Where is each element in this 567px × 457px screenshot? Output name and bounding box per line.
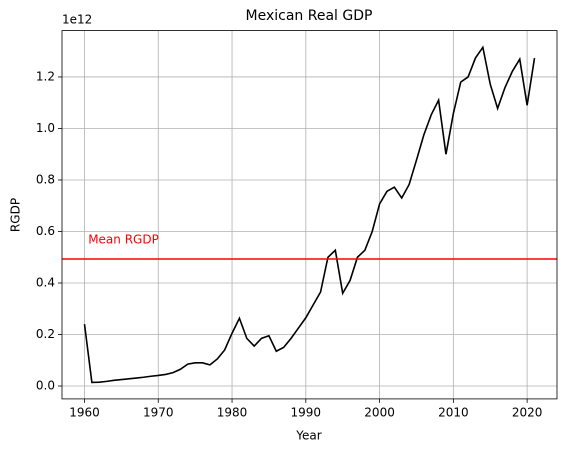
x-tick-label: 2000	[364, 405, 395, 419]
y-tick-label: 0.6	[36, 224, 55, 238]
offset-text: 1e12	[62, 13, 92, 27]
mean-label: Mean RGDP	[88, 233, 159, 247]
x-tick-label: 1970	[143, 405, 174, 419]
y-tick-label: 0.0	[36, 379, 55, 393]
y-tick-label: 1.2	[36, 69, 55, 83]
y-tick-label: 0.8	[36, 172, 55, 186]
y-tick-label: 0.4	[36, 276, 55, 290]
y-tick-label: 0.2	[36, 327, 55, 341]
x-tick-label: 2010	[438, 405, 469, 419]
x-tick-label: 1980	[217, 405, 248, 419]
plot-frame	[61, 30, 558, 400]
x-tick-label: 1960	[69, 405, 100, 419]
chart-title: Mexican Real GDP	[246, 8, 373, 24]
y-axis-label: RGDP	[9, 198, 23, 232]
x-tick-label: 1990	[291, 405, 322, 419]
x-tick-label: 2020	[512, 405, 543, 419]
line-series	[83, 45, 536, 384]
y-tick-label: 1.0	[36, 121, 55, 135]
x-axis-label: Year	[295, 429, 321, 443]
